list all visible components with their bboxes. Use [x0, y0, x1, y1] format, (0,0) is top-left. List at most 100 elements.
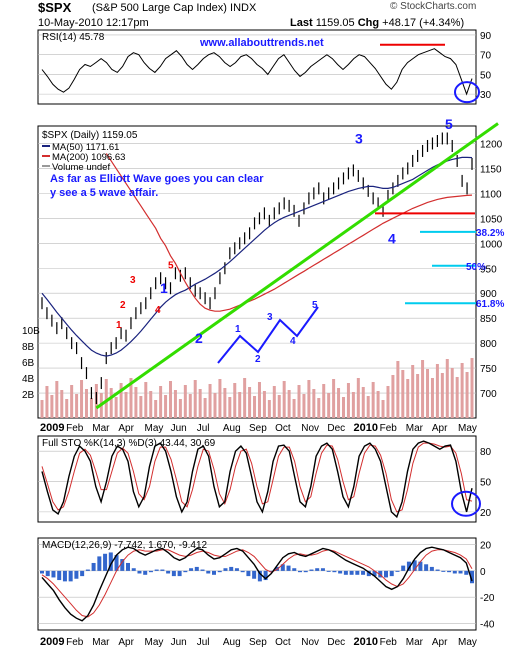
macd-line [41, 546, 473, 622]
price-legend-entry: MA(50) 1171.61 [52, 142, 119, 153]
macd-histogram-bar [263, 570, 268, 581]
macd-histogram-bar [189, 568, 194, 571]
exchange-code: INDX [230, 2, 257, 14]
x-tick-label: Feb [380, 637, 398, 648]
x-tick-label: Apr [432, 637, 448, 648]
volume-bar [178, 399, 182, 418]
index-name: (S&P 500 Large Cap Index) [92, 2, 227, 14]
volume-bar [134, 387, 138, 418]
volume-bar [203, 398, 207, 418]
wave-schematic-label: 3 [267, 312, 273, 323]
x-tick-label: Mar [92, 423, 110, 434]
volume-bar [406, 379, 410, 418]
volume-bar [243, 378, 247, 418]
macd-histogram-bar [315, 568, 320, 571]
macd-histogram-bar [320, 568, 325, 571]
fib-level-label: 38.2% [476, 228, 504, 239]
macd-histogram-bar [355, 570, 360, 575]
wave-label-major: 5 [445, 116, 453, 132]
macd-histogram-bar [223, 568, 228, 571]
ticker-symbol: $SPX [38, 0, 72, 15]
macd-histogram-bar [177, 570, 182, 577]
x-tick-label: Aug [223, 423, 241, 434]
volume-bar [84, 389, 88, 418]
volume-bar [470, 358, 474, 418]
volume-bar [193, 380, 197, 418]
macd-histogram-bar [108, 552, 113, 571]
macd-histogram-bar [447, 570, 452, 573]
price-tick-label: 850 [480, 314, 497, 325]
volume-bar [430, 378, 434, 418]
volume-bar [346, 383, 350, 418]
macd-histogram-bar [229, 566, 234, 571]
macd-histogram-bar [148, 570, 153, 573]
volume-tick-label: 10B [22, 326, 40, 337]
volume-bar [337, 388, 341, 418]
macd-histogram-bar [435, 569, 440, 571]
wave-schematic [217, 306, 319, 364]
macd-histogram-bar [206, 570, 211, 574]
volume-bar [450, 368, 454, 418]
volume-bar [144, 382, 148, 418]
macd-histogram-bar [131, 568, 136, 571]
wave-schematic-label: 1 [235, 324, 241, 335]
macd-histogram-bar [441, 570, 446, 572]
watermark-url: www.allabouttrends.net [199, 37, 324, 49]
volume-bar [366, 396, 370, 418]
macd-histogram-bar [452, 570, 457, 574]
price-tick-label: 1200 [480, 139, 503, 150]
macd-histogram-bar [114, 555, 119, 571]
macd-legend: MACD(12,26,9) -7.742, 1.670, -9.412 [42, 540, 208, 551]
volume-bar [50, 395, 54, 418]
macd-histogram-bar [298, 570, 302, 573]
x-tick-label: Jun [171, 637, 187, 648]
macd-histogram-bar [120, 559, 125, 571]
volume-bar [124, 392, 128, 418]
x-tick-label: Feb [66, 423, 84, 434]
chg-value: +48.17 (+4.34%) [382, 17, 465, 29]
sto-tick-label: 20 [480, 508, 492, 519]
macd-histogram-bar [57, 570, 62, 581]
volume-bar [327, 393, 331, 418]
volume-bar [376, 391, 380, 418]
volume-bar [282, 381, 286, 418]
x-tick-label: 2009 [40, 422, 64, 434]
volume-bar [75, 394, 79, 418]
ticker-name: (S&P 500 Large Cap Index) INDX [92, 2, 256, 14]
last-label: Last [290, 17, 313, 29]
macd-histogram-bar [395, 570, 400, 572]
rsi-tick-label: 50 [480, 70, 492, 81]
volume-bar [426, 369, 430, 418]
wave-label-minor: 5 [168, 260, 174, 271]
volume-tick-label: 8B [22, 342, 35, 353]
wave-schematic-label: 2 [255, 354, 261, 365]
volume-bar [104, 379, 108, 418]
x-tick-label: Mar [406, 423, 424, 434]
x-tick-label: Jun [171, 423, 187, 434]
macd-tick-label: -20 [480, 593, 495, 604]
macd-histogram-bar [91, 562, 96, 571]
macd-histogram-bar [246, 570, 251, 577]
volume-bar [173, 390, 177, 418]
macd-histogram-bar [143, 570, 148, 575]
volume-tick-label: 6B [22, 358, 35, 369]
x-tick-label: 2009 [40, 636, 64, 648]
volume-bar [396, 361, 400, 418]
x-tick-label: Jul [197, 423, 210, 434]
volume-bar [208, 384, 212, 418]
volume-bar [233, 383, 237, 418]
rsi-line [41, 48, 473, 96]
macd-tick-label: 0 [480, 567, 486, 578]
wave-schematic-label: 4 [290, 336, 296, 347]
volume-bar [80, 380, 84, 418]
macd-histogram-bar [412, 560, 417, 571]
volume-bar [391, 375, 395, 418]
volume-bar [70, 385, 74, 418]
macd-histogram-bar [378, 570, 383, 578]
volume-bar [119, 383, 123, 418]
volume-bar [455, 377, 459, 418]
sto-tick-label: 80 [480, 447, 492, 458]
price-legend-entry: Volume undef [52, 162, 110, 173]
macd-histogram-bar [389, 570, 394, 577]
